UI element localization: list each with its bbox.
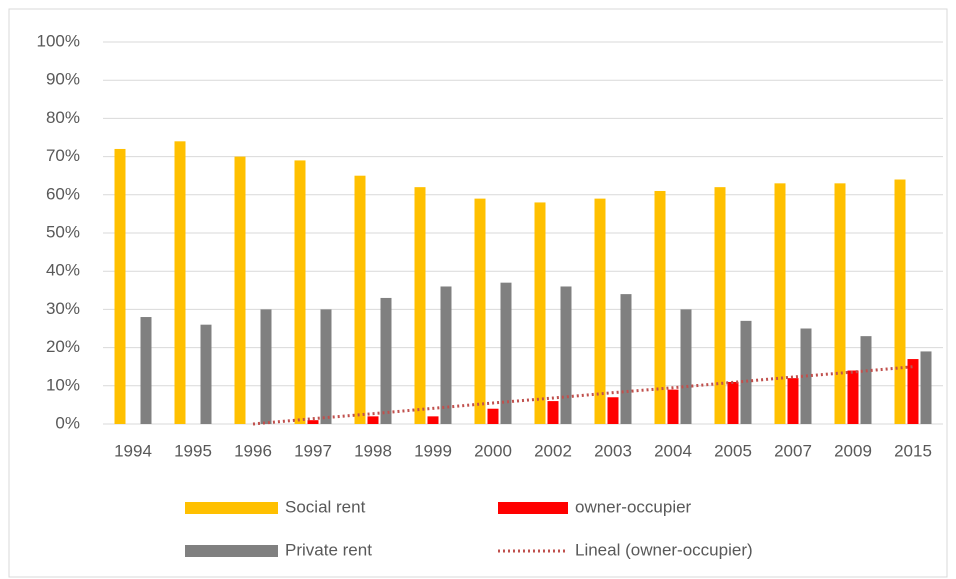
x-tick-label: 1999 [414,441,452,460]
legend-swatch [185,502,278,514]
bar [654,190,666,424]
bar [380,297,392,424]
bar [594,198,606,424]
bar [534,202,546,424]
y-tick-label: 100% [37,31,80,50]
x-tick-label: 1996 [234,441,272,460]
bar [440,286,452,424]
legend-label: Private rent [285,540,372,559]
bar [727,381,739,424]
bar [114,148,126,424]
y-tick-label: 60% [46,184,80,203]
bar [607,397,619,424]
y-tick-label: 20% [46,337,80,356]
bar [740,320,752,424]
bar [200,324,212,424]
y-tick-label: 30% [46,299,80,318]
legend-label: Lineal (owner-occupier) [575,540,753,559]
bar [320,309,332,424]
x-tick-label: 2009 [834,441,872,460]
bar [774,183,786,424]
x-tick-label: 2002 [534,441,572,460]
bar [294,160,306,425]
bar [307,420,319,424]
y-tick-label: 80% [46,108,80,127]
bar [920,351,932,424]
bar [367,416,379,424]
x-tick-label: 1997 [294,441,332,460]
bar [834,183,846,424]
y-tick-label: 40% [46,261,80,280]
legend-label: Social rent [285,497,366,516]
x-tick-label: 2007 [774,441,812,460]
bar [427,416,439,424]
y-tick-label: 10% [46,375,80,394]
bar [560,286,572,424]
x-tick-label: 2003 [594,441,632,460]
bar [354,175,366,424]
bar [714,187,726,424]
bar [860,336,872,424]
trend-line [252,365,914,426]
bar [140,317,152,424]
y-tick-label: 70% [46,146,80,165]
bar [907,359,919,424]
x-tick-label: 1994 [114,441,152,460]
bar [234,156,246,424]
bar [894,179,906,424]
legend-swatch [185,545,278,557]
bar [620,294,632,424]
bar [260,309,272,424]
legend-label: owner-occupier [575,497,692,516]
bar [847,370,859,424]
x-tick-label: 1998 [354,441,392,460]
x-tick-label: 2015 [894,441,932,460]
y-tick-label: 0% [55,413,80,432]
bar [787,378,799,424]
bar [680,309,692,424]
bar [500,282,512,424]
bar [547,401,559,424]
bar [474,198,486,424]
bar [667,389,679,424]
x-tick-label: 1995 [174,441,212,460]
bar [487,408,499,424]
x-tick-label: 2005 [714,441,752,460]
y-tick-label: 90% [46,70,80,89]
x-tick-label: 2004 [654,441,692,460]
legend-swatch [498,502,568,514]
y-tick-label: 50% [46,222,80,241]
bar [414,187,426,424]
bar [174,141,186,424]
x-tick-label: 2000 [474,441,512,460]
